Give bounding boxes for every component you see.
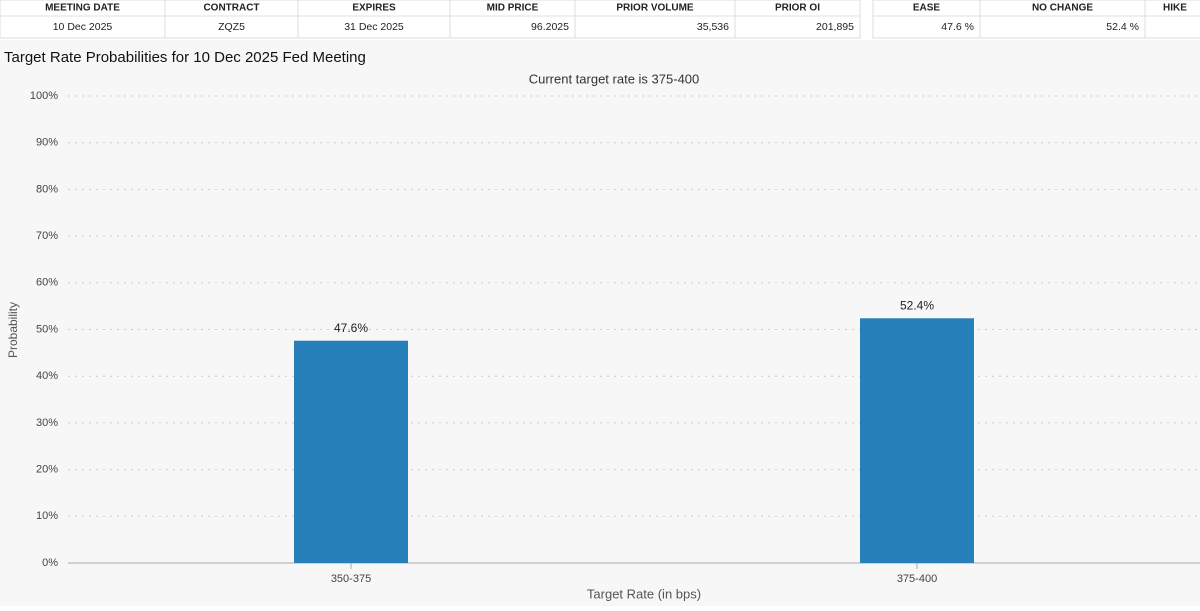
data-label: 47.6% (334, 321, 368, 335)
y-tick-label: 70% (36, 230, 58, 242)
x-tick-label: 350-375 (331, 573, 371, 585)
table-cell: 47.6 % (941, 21, 974, 33)
y-axis-label: Probability (6, 302, 20, 358)
column-header: MID PRICE (487, 3, 539, 14)
y-tick-label: 40% (36, 370, 58, 382)
table-cell: ZQZ5 (218, 21, 245, 33)
y-tick-label: 20% (36, 464, 58, 476)
column-header: HIKE (1163, 3, 1187, 14)
y-tick-label: 0% (42, 557, 58, 569)
y-tick-label: 100% (30, 90, 58, 102)
bar (294, 340, 408, 563)
data-label: 52.4% (900, 298, 934, 312)
table-cell: 10 Dec 2025 (53, 21, 113, 33)
x-axis-label: Target Rate (in bps) (587, 586, 701, 601)
x-tick-label: 375-400 (897, 573, 937, 585)
column-header: EXPIRES (352, 3, 396, 14)
chart-title: Target Rate Probabilities for 10 Dec 202… (4, 49, 366, 66)
table-cell: 52.4 % (1106, 21, 1139, 33)
table-cell: 31 Dec 2025 (344, 21, 404, 33)
y-tick-label: 30% (36, 417, 58, 429)
y-tick-label: 60% (36, 277, 58, 289)
column-header: CONTRACT (203, 3, 259, 14)
column-header: NO CHANGE (1032, 3, 1093, 14)
y-tick-label: 50% (36, 323, 58, 335)
table-frame (0, 0, 861, 39)
table-cell: 35,536 (697, 21, 729, 33)
column-header: MEETING DATE (45, 3, 120, 14)
y-tick-label: 90% (36, 137, 58, 149)
y-tick-label: 80% (36, 183, 58, 195)
column-header: PRIOR VOLUME (616, 3, 694, 14)
table-cell: 96.2025 (531, 21, 569, 33)
column-header: PRIOR OI (775, 3, 820, 14)
chart-background (0, 40, 1200, 606)
y-tick-label: 10% (36, 510, 58, 522)
column-header: EASE (913, 3, 941, 14)
chart-subtitle: Current target rate is 375-400 (529, 71, 700, 86)
table-cell: 201,895 (816, 21, 854, 33)
bar (860, 318, 974, 563)
